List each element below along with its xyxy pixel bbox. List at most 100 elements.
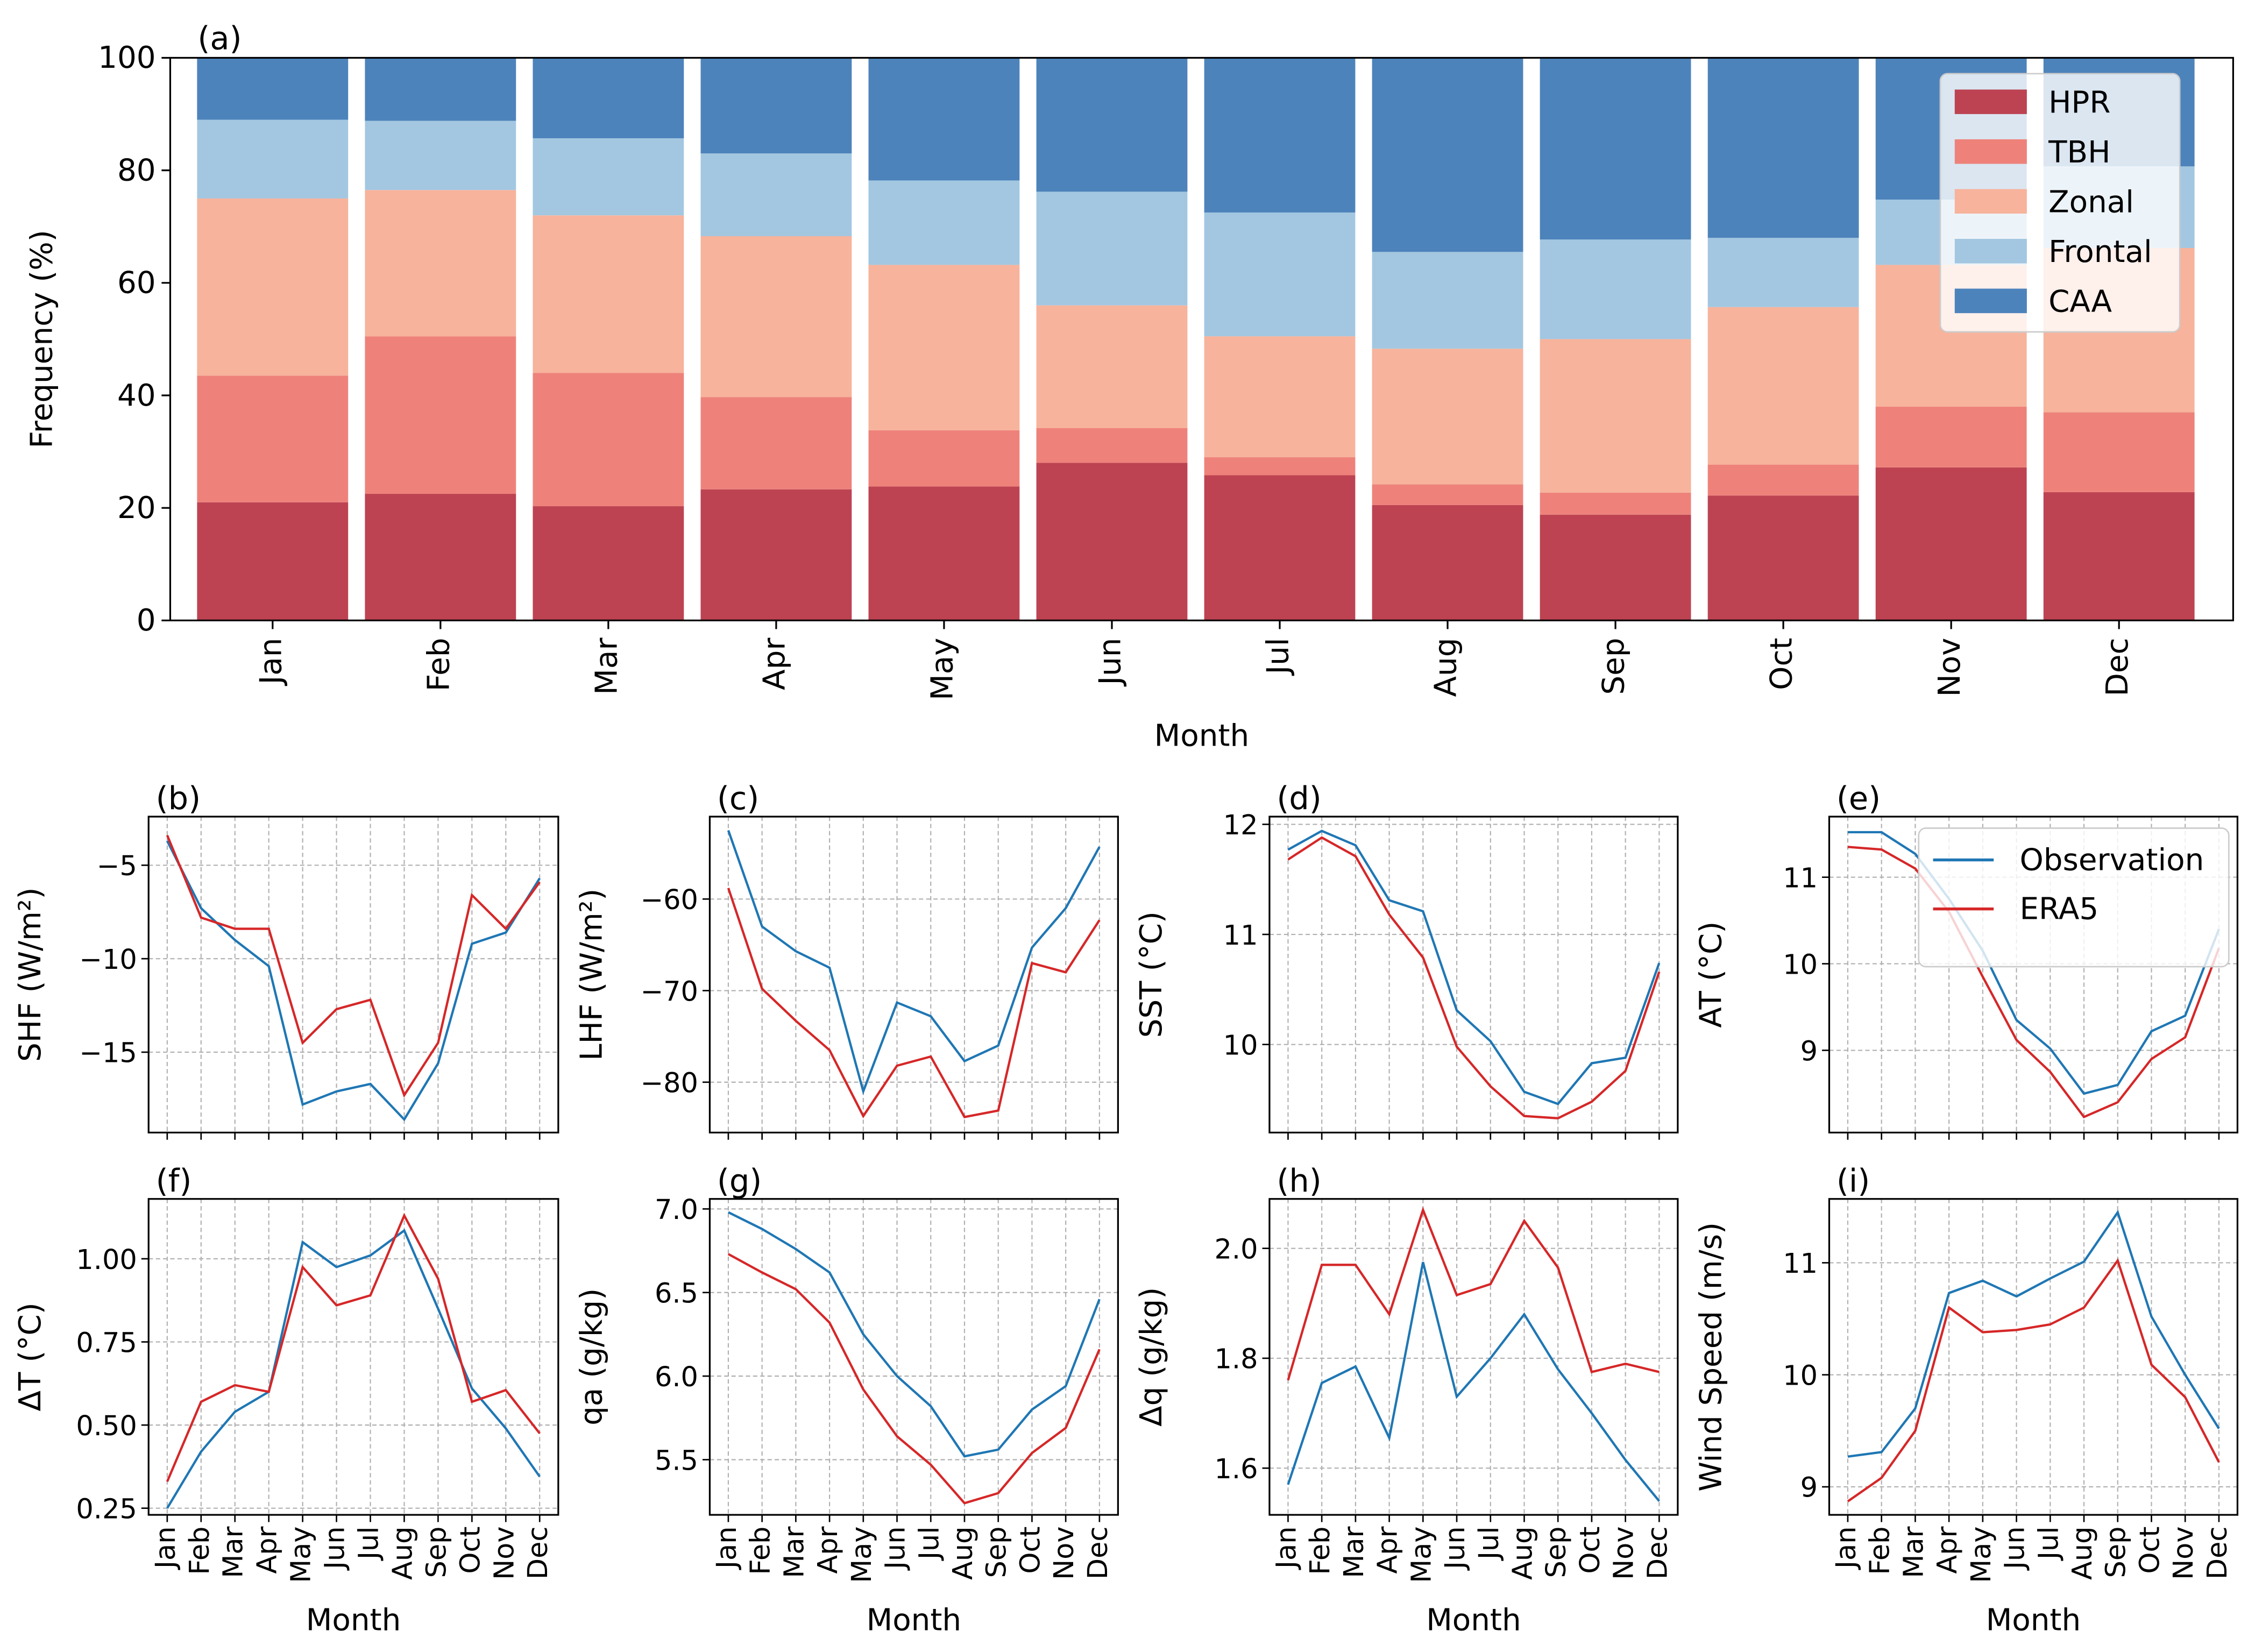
bar-tbh-apr bbox=[700, 397, 852, 490]
x-tick-label: Nov bbox=[488, 1526, 520, 1579]
x-tick-label: Sep bbox=[1597, 638, 1632, 695]
x-tick-label: Jun bbox=[880, 1526, 912, 1571]
line-era5 bbox=[1287, 1206, 1660, 1381]
y-axis-label: AT (°C) bbox=[1693, 921, 1728, 1028]
point-era5 bbox=[268, 928, 269, 929]
point-observation bbox=[2117, 1212, 2118, 1213]
point-era5 bbox=[404, 1095, 405, 1096]
y-tick-label: −15 bbox=[79, 1038, 137, 1069]
y-axis-label: LHF (W/m²) bbox=[574, 889, 609, 1061]
x-tick-label: May bbox=[846, 1526, 878, 1583]
point-era5 bbox=[829, 1322, 830, 1323]
x-tick-label: Nov bbox=[1048, 1526, 1080, 1579]
panel-h: Jan Feb Mar Apr May Jun Jul Aug Sep Oct Nov Dec 1.6 1… bbox=[1134, 1162, 1679, 1638]
x-tick-label: Dec bbox=[2100, 638, 2135, 697]
y-tick-label: 11 bbox=[1223, 920, 1258, 952]
y-tick-label: −10 bbox=[79, 944, 137, 976]
bar-hpr-dec bbox=[2043, 492, 2195, 621]
legend-label: CAA bbox=[2048, 284, 2112, 319]
bar-caa-oct bbox=[1707, 58, 1859, 238]
x-tick-label: Jul bbox=[1261, 638, 1296, 676]
x-axis-label: Month bbox=[306, 1603, 401, 1638]
x-tick-label: Feb bbox=[184, 1526, 216, 1575]
x-tick-label: Aug bbox=[1507, 1526, 1539, 1579]
x-tick-label: Jun bbox=[1440, 1526, 1471, 1571]
point-observation bbox=[2185, 1374, 2186, 1375]
y-tick-label: −80 bbox=[640, 1068, 698, 1100]
panel-d: 10 11 12 (d) SST (°C) bbox=[1134, 780, 1679, 1140]
line-observation bbox=[1287, 829, 1661, 1105]
legend-swatch-frontal bbox=[1954, 239, 2027, 264]
panel-label: (c) bbox=[717, 780, 759, 817]
legend: HPR TBH Zonal Frontal CAA bbox=[1939, 73, 2181, 333]
point-era5 bbox=[2185, 1037, 2186, 1038]
line-observation bbox=[1847, 831, 2220, 1095]
x-tick-label: Aug bbox=[387, 1526, 419, 1579]
point-observation bbox=[268, 966, 269, 967]
y-tick-label: 80 bbox=[117, 153, 156, 188]
x-tick-label: Mar bbox=[1338, 1526, 1370, 1578]
panel-i: Jan Feb Mar Apr May Jun Jul Aug Sep Oct Nov Dec 9 10 1… bbox=[1693, 1162, 2239, 1638]
y-tick-label: 100 bbox=[98, 40, 155, 75]
point-observation bbox=[728, 830, 729, 831]
point-era5 bbox=[336, 1305, 337, 1306]
y-axis-label: Wind Speed (m/s) bbox=[1693, 1222, 1728, 1492]
y-tick-label: 6.5 bbox=[655, 1278, 698, 1310]
line-observation bbox=[166, 1229, 541, 1509]
y-tick-label: 9 bbox=[1800, 1036, 1818, 1067]
panel-a: Jan Feb Mar Apr May Jun Jul Aug Sep Oct Nov Dec 0 20 4… bbox=[25, 19, 2234, 754]
bar-tbh-feb bbox=[365, 336, 516, 494]
point-observation bbox=[2016, 1296, 2017, 1297]
bar-frontal-sep bbox=[1540, 239, 1691, 339]
legend-label: ERA5 bbox=[2019, 891, 2098, 926]
bar-zonal-jun bbox=[1036, 305, 1188, 428]
line-era5 bbox=[1287, 836, 1661, 1119]
point-observation bbox=[201, 1451, 202, 1452]
bar-frontal-jan bbox=[197, 119, 349, 198]
bar-tbh-nov bbox=[1875, 406, 2027, 467]
point-era5 bbox=[2117, 1102, 2118, 1103]
x-tick-label: Feb bbox=[1304, 1526, 1336, 1575]
bar-hpr-oct bbox=[1707, 495, 1859, 621]
x-tick-label: Apr bbox=[812, 1526, 844, 1573]
y-tick-label: 1.00 bbox=[76, 1244, 137, 1276]
point-observation bbox=[728, 1212, 729, 1213]
bar-tbh-may bbox=[868, 430, 1020, 487]
x-tick-label: Jul bbox=[1473, 1526, 1505, 1561]
line-era5 bbox=[166, 835, 541, 1098]
y-tick-label: 10 bbox=[1783, 1360, 1818, 1392]
x-tick-label: Jun bbox=[1093, 638, 1128, 687]
legend-swatch-caa bbox=[1954, 288, 2027, 314]
point-era5 bbox=[167, 1481, 168, 1482]
bar-tbh-mar bbox=[533, 373, 684, 507]
plot-frame bbox=[1268, 816, 1679, 1133]
point-era5 bbox=[728, 888, 729, 889]
bar-zonal-apr bbox=[700, 236, 852, 398]
x-tick-label: Feb bbox=[745, 1526, 777, 1575]
line-observation bbox=[166, 840, 541, 1122]
x-tick-label: Nov bbox=[1932, 638, 1967, 697]
x-tick-label: Sep bbox=[1541, 1526, 1572, 1578]
x-tick-label: May bbox=[286, 1526, 317, 1583]
plot-frame bbox=[147, 1198, 559, 1516]
point-era5 bbox=[2185, 1397, 2186, 1398]
y-axis-label: ΔT (°C) bbox=[13, 1302, 48, 1411]
legend-swatch-zonal bbox=[1954, 189, 2027, 214]
x-tick-label: Sep bbox=[981, 1526, 1013, 1578]
legend-label: HPR bbox=[2048, 85, 2110, 120]
x-tick-label: Feb bbox=[1864, 1526, 1896, 1575]
panel-g: Jan Feb Mar Apr May Jun Jul Aug Sep Oct Nov Dec 5.5 6… bbox=[574, 1162, 1119, 1638]
y-tick-label: 12 bbox=[1223, 810, 1258, 841]
bar-frontal-may bbox=[868, 180, 1020, 265]
x-tick-label: Dec bbox=[2202, 1526, 2233, 1579]
x-tick-label: Aug bbox=[1429, 638, 1464, 697]
x-tick-label: May bbox=[925, 638, 960, 700]
y-axis-label: Δq (g/kg) bbox=[1134, 1287, 1169, 1427]
x-tick-label: Jul bbox=[913, 1526, 945, 1561]
bar-caa-apr bbox=[700, 58, 852, 154]
x-axis-label: Month bbox=[1426, 1603, 1521, 1638]
bar-zonal-feb bbox=[365, 190, 516, 337]
panel-label: (h) bbox=[1277, 1162, 1321, 1199]
y-axis-label: Frequency (%) bbox=[25, 230, 60, 448]
bar-caa-jan bbox=[197, 58, 349, 120]
